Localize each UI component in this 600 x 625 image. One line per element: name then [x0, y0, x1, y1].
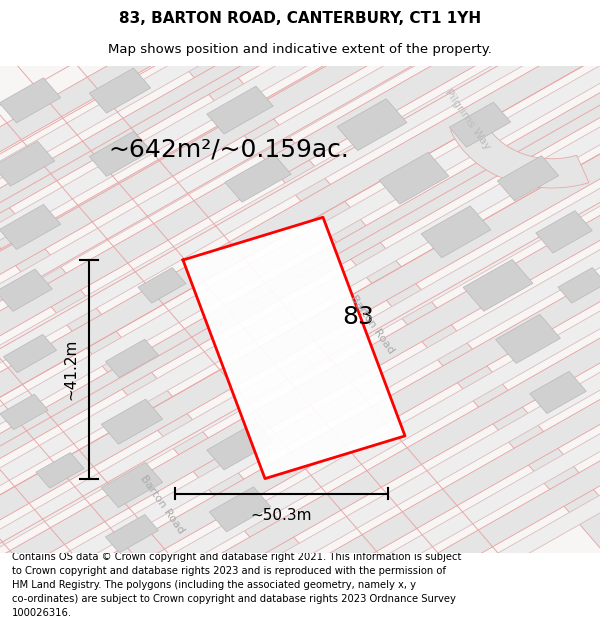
Polygon shape: [530, 371, 586, 414]
Polygon shape: [379, 152, 449, 204]
Polygon shape: [65, 22, 600, 598]
Text: to Crown copyright and database rights 2023 and is reproduced with the permissio: to Crown copyright and database rights 2…: [12, 566, 446, 576]
Polygon shape: [0, 24, 575, 595]
Text: co-ordinates) are subject to Crown copyright and database rights 2023 Ordnance S: co-ordinates) are subject to Crown copyr…: [12, 594, 456, 604]
Polygon shape: [106, 514, 158, 552]
Polygon shape: [4, 334, 56, 372]
Polygon shape: [101, 462, 163, 508]
Polygon shape: [229, 24, 600, 595]
Polygon shape: [449, 102, 511, 148]
Polygon shape: [183, 217, 405, 479]
Text: Map shows position and indicative extent of the property.: Map shows position and indicative extent…: [108, 43, 492, 56]
Text: 83, BARTON ROAD, CANTERBURY, CT1 1YH: 83, BARTON ROAD, CANTERBURY, CT1 1YH: [119, 11, 481, 26]
Polygon shape: [0, 22, 199, 598]
Text: 83: 83: [342, 305, 374, 329]
Text: Barton Road: Barton Road: [138, 473, 186, 536]
Polygon shape: [207, 86, 273, 134]
Polygon shape: [463, 259, 533, 311]
Polygon shape: [497, 156, 559, 201]
Polygon shape: [558, 268, 600, 303]
Polygon shape: [0, 394, 48, 429]
Polygon shape: [225, 154, 291, 202]
Polygon shape: [0, 24, 600, 595]
Polygon shape: [0, 78, 61, 123]
Polygon shape: [89, 68, 151, 113]
Polygon shape: [496, 314, 560, 363]
Text: ~642m²/~0.159ac.: ~642m²/~0.159ac.: [108, 137, 349, 161]
Polygon shape: [536, 211, 592, 253]
Polygon shape: [36, 452, 84, 488]
Text: Contains OS data © Crown copyright and database right 2021. This information is : Contains OS data © Crown copyright and d…: [12, 552, 461, 562]
Polygon shape: [0, 22, 600, 598]
Polygon shape: [0, 22, 415, 598]
Polygon shape: [0, 22, 600, 598]
Text: Barton Road: Barton Road: [348, 293, 396, 356]
Polygon shape: [138, 268, 186, 303]
Polygon shape: [0, 24, 359, 595]
Polygon shape: [0, 22, 600, 598]
Polygon shape: [0, 269, 52, 311]
Polygon shape: [337, 99, 407, 151]
Polygon shape: [0, 22, 307, 598]
Polygon shape: [49, 0, 600, 625]
Polygon shape: [13, 24, 600, 595]
Polygon shape: [0, 24, 251, 595]
Polygon shape: [389, 22, 600, 598]
Polygon shape: [209, 487, 271, 532]
Polygon shape: [281, 22, 600, 598]
Polygon shape: [337, 24, 600, 595]
Polygon shape: [89, 131, 151, 176]
Polygon shape: [0, 24, 467, 595]
Polygon shape: [0, 58, 569, 625]
Polygon shape: [121, 24, 600, 595]
Polygon shape: [173, 22, 600, 598]
Polygon shape: [0, 204, 61, 249]
Polygon shape: [445, 24, 600, 595]
Polygon shape: [451, 121, 589, 188]
Text: ~41.2m: ~41.2m: [64, 339, 78, 400]
Polygon shape: [0, 22, 523, 598]
Polygon shape: [0, 24, 600, 595]
Text: Pilgrims Way: Pilgrims Way: [443, 88, 493, 152]
Polygon shape: [421, 206, 491, 258]
Polygon shape: [0, 141, 55, 186]
Text: 100026316.: 100026316.: [12, 608, 72, 618]
Polygon shape: [207, 422, 273, 470]
Text: ~50.3m: ~50.3m: [251, 508, 312, 523]
Polygon shape: [101, 399, 163, 444]
Text: HM Land Registry. The polygons (including the associated geometry, namely x, y: HM Land Registry. The polygons (includin…: [12, 580, 416, 590]
Polygon shape: [0, 24, 600, 595]
Polygon shape: [0, 22, 600, 598]
Polygon shape: [106, 339, 158, 377]
